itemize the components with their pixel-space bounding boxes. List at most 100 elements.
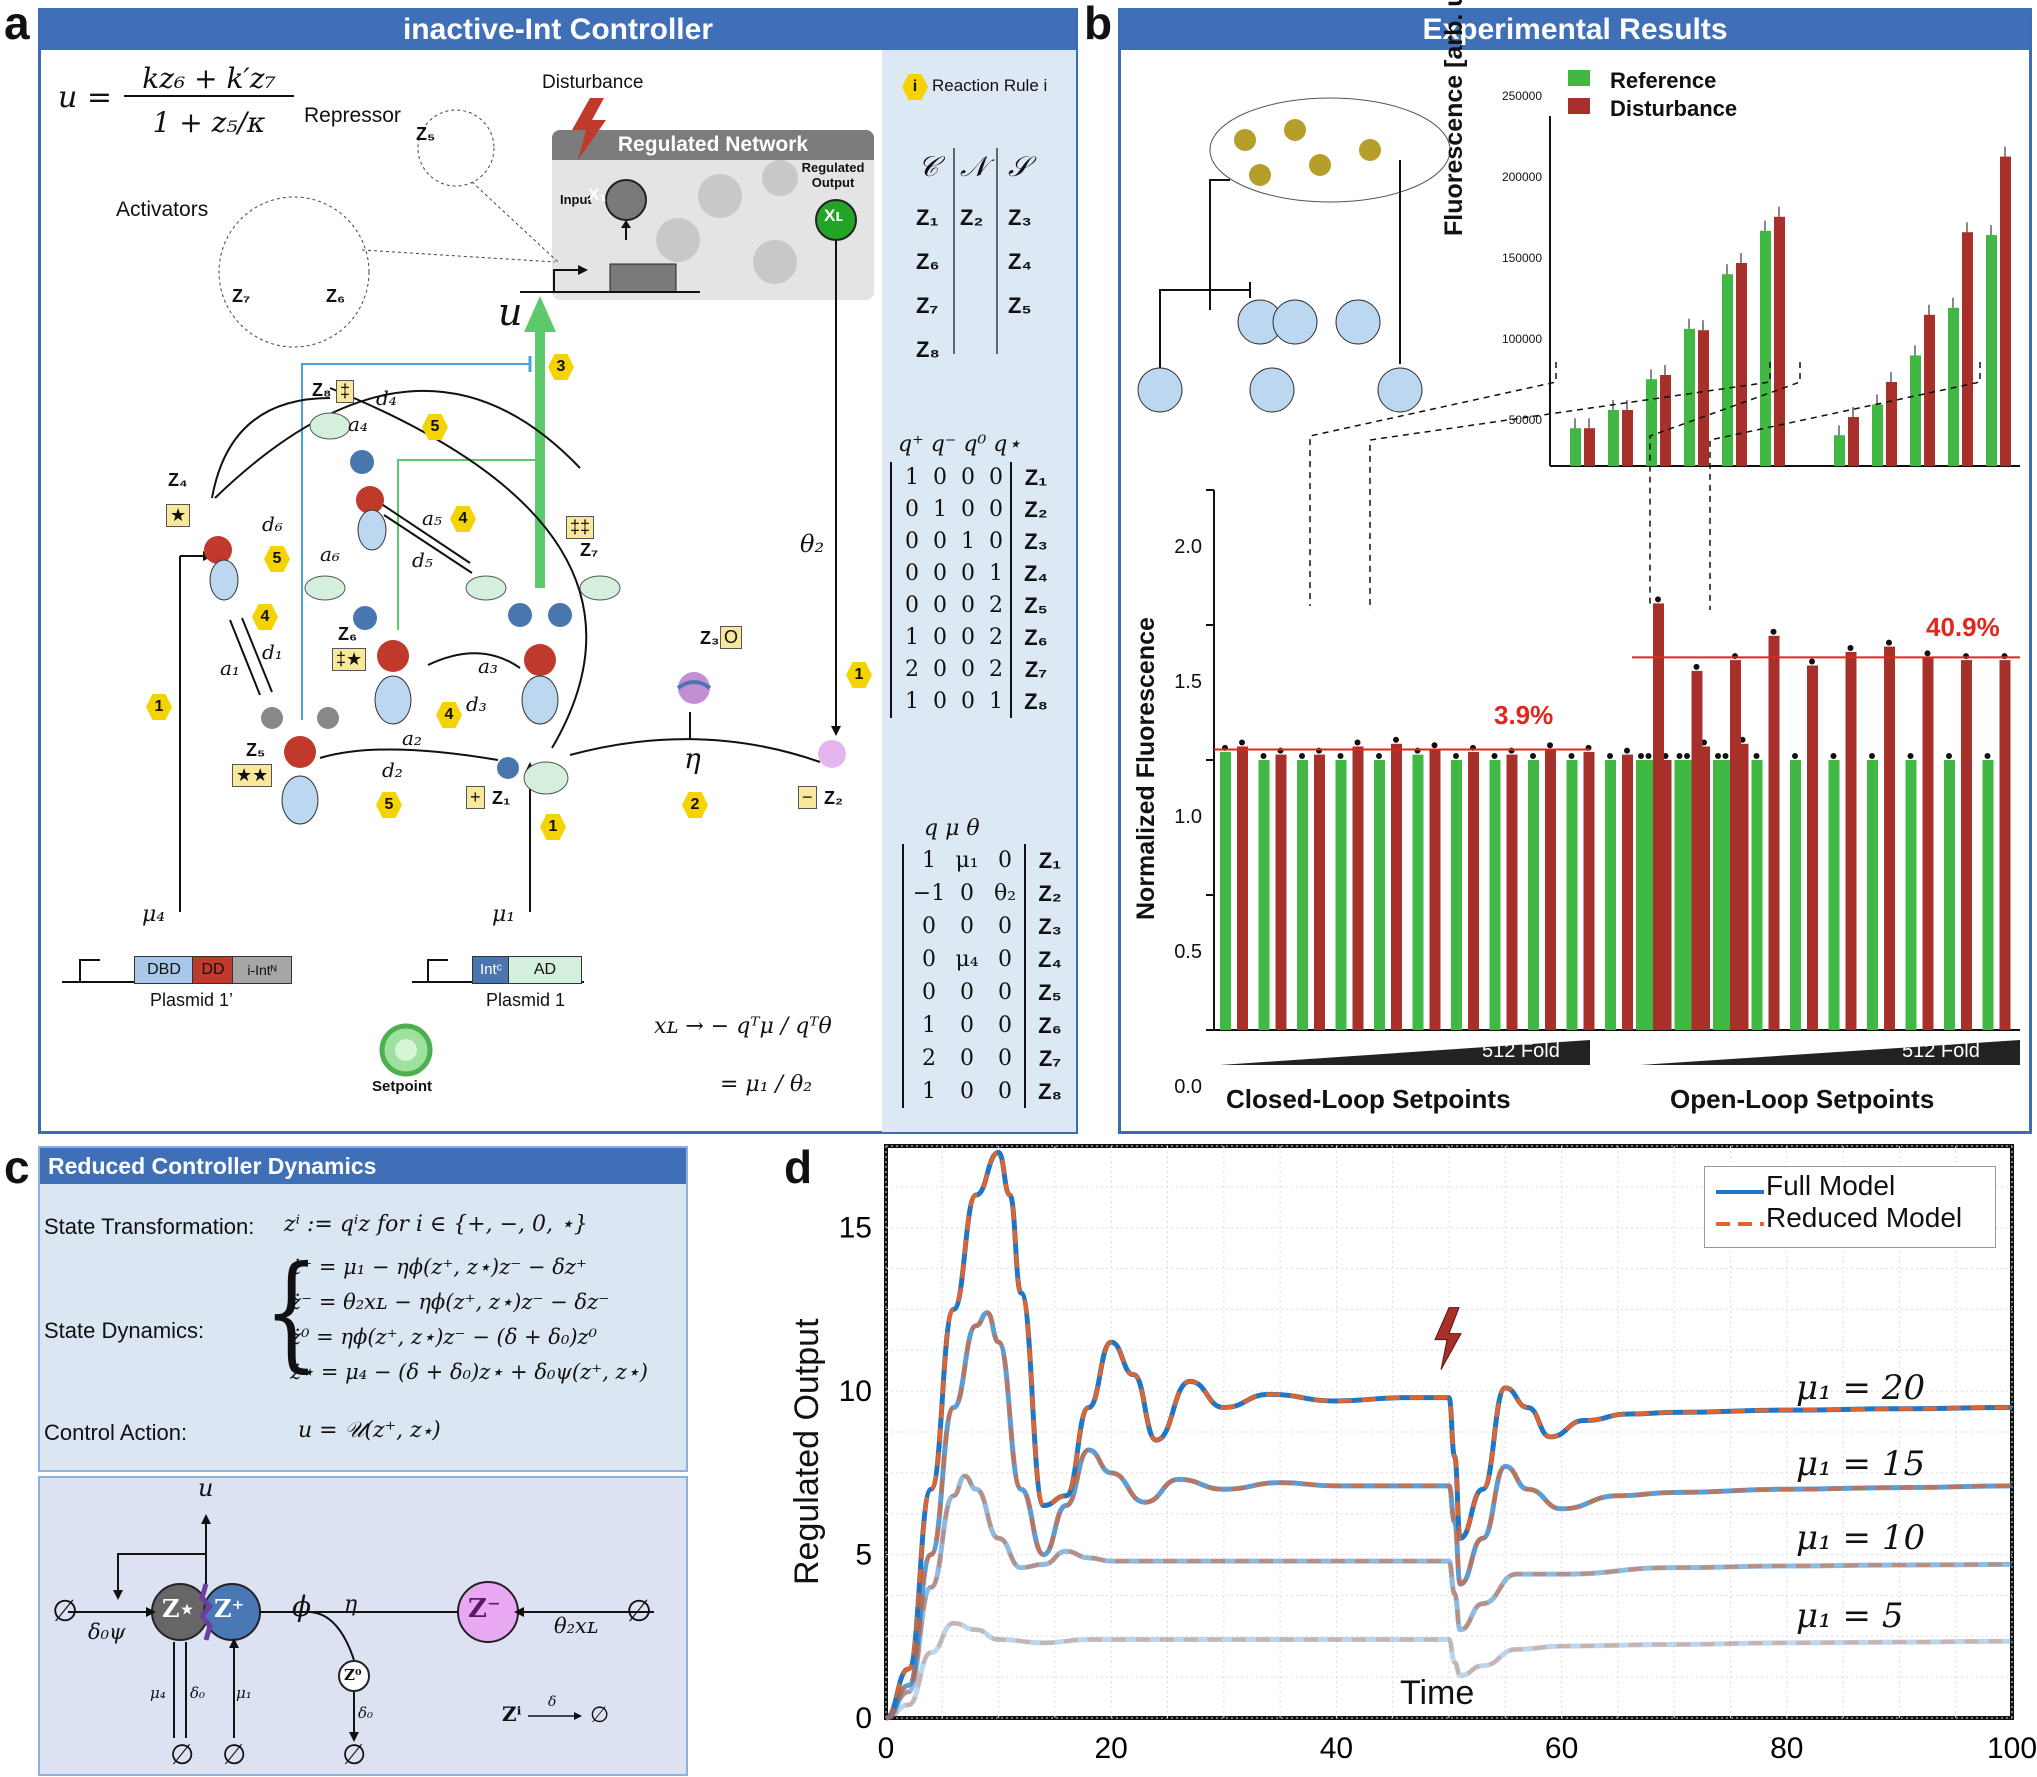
closed-dist-bar: [1352, 746, 1364, 1030]
closed-fold-label: 512 Fold: [1482, 1040, 1560, 1062]
open-point: [1907, 753, 1914, 759]
input-label: Input: [560, 192, 592, 207]
closed-point: [1260, 753, 1267, 759]
dynamics-eq: ż⋆ = μ₄ − (δ + δ₀)z⋆ + δ₀ψ(z⁺, z⋆): [290, 1360, 648, 1384]
closed-point: [1491, 753, 1498, 759]
rule-hex-5c: 5: [376, 792, 402, 818]
matrix-row-label: Z₁: [1010, 462, 1056, 494]
matrix-cell: μ₄: [955, 947, 979, 972]
plasmid1p-dbd: DBD: [134, 956, 194, 984]
species-c-item: Z₈: [916, 337, 940, 362]
z1-molecule: [497, 757, 569, 795]
matrix-cell: 0: [998, 848, 1012, 873]
open-fold-wedge: [1640, 1040, 2020, 1065]
bottom-chart-yticks: 2.0 1.5 1.0 0.5 0.0: [1164, 480, 1202, 1155]
d-reduced-model-line: [885, 1310, 2013, 1720]
z8-box-text: ‡: [336, 380, 355, 403]
closed-ref-bar: [1489, 760, 1501, 1030]
z3-molecule: [676, 672, 712, 704]
z7-box: ‡‡: [566, 516, 595, 539]
closed-ref-bar: [1720, 760, 1732, 1030]
matrix-cell: 2: [922, 1046, 936, 1071]
d-series-label-15: μ₁ = 15: [1796, 1444, 1926, 1484]
closed-dist-bar: [1429, 749, 1441, 1030]
zoom-connector: [1309, 362, 1557, 606]
closed-point: [1431, 742, 1438, 749]
q-matrix-header: q⁺ q⁻ q⁰ q⋆: [898, 432, 1022, 457]
top-dist-bar: [2000, 156, 2011, 466]
matrix-cell: 0: [961, 561, 975, 586]
d-series-label-20: μ₁ = 20: [1796, 1368, 1926, 1408]
zoom-connector: [1369, 362, 1771, 610]
d-xtick-label: 100: [1987, 1732, 2037, 1765]
c-empty-zi: ∅: [590, 1702, 610, 1727]
open-dist-bar: [1999, 660, 2011, 1030]
closed-dist-bar: [1391, 743, 1402, 1030]
regulated-network-header: Regulated Network: [552, 130, 874, 160]
closed-point: [1547, 742, 1553, 749]
z5-repressor-label: Z₅: [416, 124, 436, 144]
top-dist-bar: [1736, 263, 1747, 466]
dynamics-brace: {: [264, 1239, 319, 1385]
z4-label: Z₄: [168, 470, 188, 490]
open-loop-label: Open-Loop Setpoints: [1670, 1084, 1935, 1114]
z4-box-text: ★: [166, 504, 191, 527]
matrix-row-label: Z₃: [1010, 526, 1056, 558]
d-xtick-label: 20: [1095, 1732, 1128, 1765]
z8-molecule: [309, 412, 387, 551]
bottom-ytick: 2.0: [1174, 536, 1202, 558]
lightning-icon: [572, 98, 606, 160]
c-empty-left: ∅: [52, 1595, 79, 1628]
z3-box: O: [720, 626, 743, 649]
matrix-cell: 0: [998, 980, 1012, 1005]
state-dynamics-label: State Dynamics:: [44, 1318, 205, 1343]
legend-reference-label: Reference: [1610, 68, 1717, 93]
open-ref-bar: [1790, 760, 1801, 1030]
c-phi-label: ϕ: [292, 1590, 312, 1623]
top-ref-bar: [1834, 435, 1845, 466]
panel-a-title: inactive-Int Controller: [40, 10, 1076, 50]
control-action-label: Control Action:: [44, 1420, 188, 1445]
top-dist-bar: [1962, 232, 1973, 466]
rate-d4: d₄: [376, 386, 397, 410]
closed-dist-bar: [1622, 754, 1633, 1030]
top-dist-bar: [1660, 375, 1671, 466]
matrix-row-label: Z₃: [1024, 910, 1070, 943]
closed-dist-bar: [1737, 743, 1749, 1030]
closed-ref-bar: [1297, 760, 1308, 1030]
c-eta-label: η: [344, 1592, 358, 1617]
rate-a4: a₄: [348, 412, 368, 436]
closed-point: [1354, 739, 1361, 746]
matrix-row: 0 μ₄ 0 Z₄: [910, 943, 1078, 976]
species-n-item: Z₂: [960, 205, 984, 230]
z1-box-text: +: [466, 786, 485, 809]
open-ref-bar: [1944, 760, 1955, 1030]
rate-d6: d₆: [262, 512, 283, 536]
z8-label: Z₈: [312, 380, 332, 400]
closed-dist-bar: [1468, 751, 1479, 1030]
matrix-row: 1 0 0 1 Z₈: [898, 686, 1078, 718]
closed-ref-bar: [1605, 760, 1616, 1030]
matrix-row: 0 0 0 1 Z₄: [898, 558, 1078, 590]
matrix-row: −1 0 θ₂ Z₂: [910, 877, 1078, 910]
panel-c-frame: [38, 1146, 688, 1472]
d-legend-reduced-swatch: [1716, 1222, 1764, 1226]
z7-activator-label: Z₇: [232, 286, 251, 306]
species-s-item: Z₄: [1008, 249, 1032, 274]
plasmid1p-dd: DD: [192, 956, 234, 984]
open-point: [1984, 753, 1991, 759]
top-chart-yticks: 250000 200000 150000 100000 50000: [1488, 56, 1542, 461]
zoom-connector: [1649, 362, 1801, 606]
matrix-cell: 0: [933, 657, 947, 682]
matrix-cell: 0: [933, 465, 947, 490]
species-s-list: Z₃ Z₄ Z₅: [1008, 196, 1032, 328]
matrix-cell: 0: [960, 1079, 974, 1104]
closed-dist-bar: [1275, 754, 1287, 1030]
open-dist-bar: [1730, 660, 1741, 1030]
matrix-cell: 0: [960, 914, 974, 939]
zzero-node: [338, 1660, 370, 1692]
d-reduced-model-line: [885, 1621, 2013, 1720]
d-xlabel: Time: [1400, 1674, 1475, 1712]
top-ref-bar: [1948, 307, 1959, 466]
plasmid1-int: Intᶜ: [472, 956, 510, 984]
